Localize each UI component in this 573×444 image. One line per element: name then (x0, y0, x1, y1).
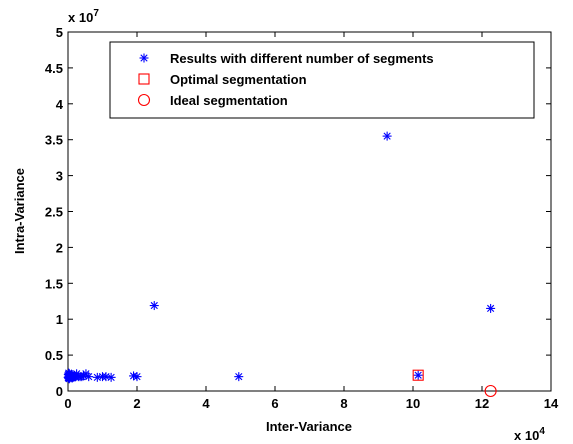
series-0-point (84, 372, 94, 382)
series-0-point (106, 372, 116, 382)
legend-label-0: Results with different number of segment… (170, 51, 434, 66)
series-0-point (132, 372, 142, 382)
x-tick-label: 6 (271, 396, 278, 411)
y-tick-label: 2.5 (45, 205, 63, 220)
x-tick-label: 2 (133, 396, 140, 411)
series-0-point (486, 303, 496, 313)
legend: Results with different number of segment… (109, 41, 535, 119)
y-tick-label: 2 (56, 240, 63, 255)
y-tick-label: 4.5 (45, 61, 63, 76)
y-tick-label: 5 (56, 25, 63, 40)
y-tick-label: 3.5 (45, 133, 63, 148)
y-tick-label: 0 (56, 384, 63, 399)
x-tick-label: 12 (475, 396, 489, 411)
legend-marker-1 (138, 73, 150, 85)
y-tick-label: 0.5 (45, 348, 63, 363)
x-axis-label: Inter-Variance (266, 419, 352, 434)
series-0-point (413, 370, 423, 380)
legend-label-2: Ideal segmentation (170, 93, 288, 108)
x-tick-label: 14 (544, 396, 559, 411)
y-tick-label: 1 (56, 312, 63, 327)
y-multiplier-exponent: 7 (93, 8, 99, 19)
y-axis-label: Intra-Variance (12, 168, 27, 254)
legend-box (109, 41, 535, 119)
axis-tick-labels: 0 2 4 6 8 10 12 14 0 0.5 1 1.5 2 2.5 3 3.5 4 4.5 5 (45, 25, 559, 411)
y-tick-label: 4 (56, 97, 64, 112)
x-tick-label: 0 (64, 396, 71, 411)
series-2-point (484, 384, 497, 398)
x-tick-label: 4 (202, 396, 210, 411)
legend-marker-2 (137, 93, 151, 107)
series-0-point (149, 301, 159, 311)
x-multiplier-exponent: 4 (539, 426, 545, 437)
legend-marker-0 (139, 53, 149, 63)
series-1-point (412, 369, 424, 381)
y-tick-label: 1.5 (45, 276, 63, 291)
series-0-point (382, 131, 392, 141)
x-tick-label: 10 (406, 396, 420, 411)
x-tick-label: 8 (340, 396, 347, 411)
axis-ticks (67, 31, 552, 392)
legend-label-1: Optimal segmentation (170, 72, 307, 87)
data-points (63, 131, 497, 398)
series-0-point (234, 372, 244, 382)
y-multiplier-label: x 107 (68, 8, 99, 25)
y-tick-label: 3 (56, 169, 63, 184)
x-multiplier-label: x 104 (514, 426, 545, 443)
